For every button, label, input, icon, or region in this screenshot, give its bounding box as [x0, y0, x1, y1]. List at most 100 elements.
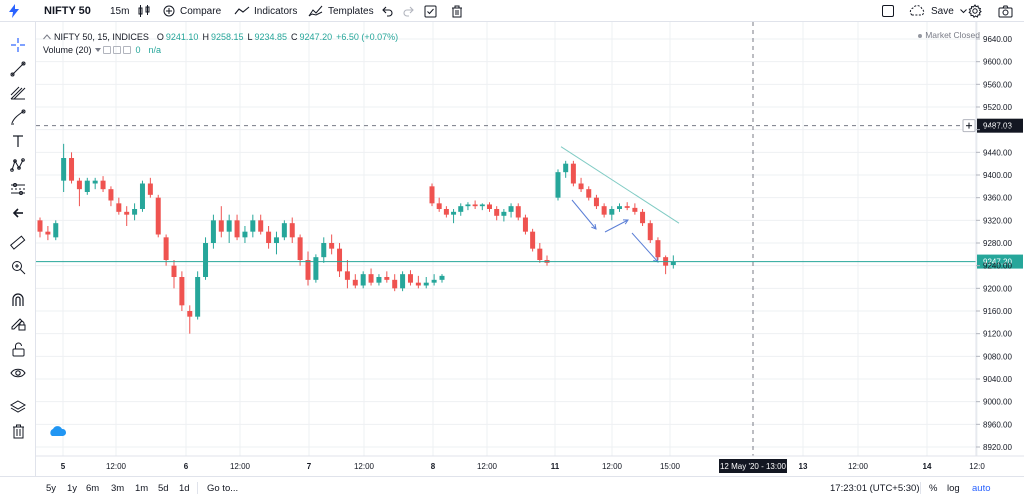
candle[interactable]	[352, 274, 358, 289]
camera-icon[interactable]	[998, 0, 1013, 22]
candle[interactable]	[530, 228, 536, 252]
ruler-icon[interactable]	[0, 232, 36, 254]
candle[interactable]	[84, 177, 90, 195]
cloud-icon[interactable]	[50, 426, 67, 436]
candle[interactable]	[69, 152, 75, 184]
candle[interactable]	[439, 274, 445, 283]
candle[interactable]	[624, 202, 630, 211]
candle[interactable]	[431, 274, 437, 286]
compare-button[interactable]: Compare	[162, 0, 221, 22]
candle[interactable]	[663, 255, 669, 275]
candle[interactable]	[203, 237, 209, 280]
candle[interactable]	[273, 231, 279, 255]
candle[interactable]	[108, 186, 114, 207]
candle[interactable]	[179, 271, 185, 311]
back-arrow-icon[interactable]	[0, 202, 36, 224]
trend-line-icon[interactable]	[0, 58, 36, 80]
candle[interactable]	[313, 254, 319, 283]
auto-toggle[interactable]: auto	[972, 482, 991, 494]
checkbox-icon[interactable]	[424, 0, 437, 22]
candle[interactable]	[415, 275, 421, 289]
candle[interactable]	[368, 268, 374, 286]
save-button[interactable]: Save	[907, 0, 967, 22]
candle[interactable]	[61, 143, 67, 192]
pattern-icon[interactable]	[0, 154, 36, 176]
candle[interactable]	[436, 197, 442, 212]
range-1m-button[interactable]: 1m	[135, 482, 149, 494]
candle[interactable]	[479, 203, 485, 211]
chevron-down-icon[interactable]	[959, 8, 967, 14]
templates-button[interactable]: Templates	[308, 0, 374, 22]
trash-top-icon[interactable]	[451, 0, 463, 22]
candle[interactable]	[139, 180, 145, 212]
candle[interactable]	[609, 206, 615, 221]
prediction-icon[interactable]	[0, 178, 36, 200]
layers-icon[interactable]	[0, 396, 36, 418]
arrow-drawing[interactable]	[604, 219, 629, 233]
log-toggle[interactable]: log	[947, 482, 960, 494]
brush-icon[interactable]	[0, 106, 36, 128]
candle[interactable]	[195, 271, 201, 320]
fullscreen-icon[interactable]	[882, 0, 894, 22]
candle[interactable]	[116, 197, 122, 215]
candle[interactable]	[171, 260, 177, 289]
candle[interactable]	[360, 271, 366, 289]
range-3m-button[interactable]: 3m	[111, 482, 125, 494]
candle[interactable]	[218, 206, 224, 238]
trend-line-drawing[interactable]	[560, 146, 680, 224]
candle[interactable]	[407, 270, 413, 286]
candle[interactable]	[400, 271, 406, 292]
candle[interactable]	[344, 260, 350, 289]
candle[interactable]	[515, 203, 521, 221]
trash-icon[interactable]	[0, 420, 36, 442]
candle[interactable]	[92, 177, 98, 190]
candle[interactable]	[37, 217, 43, 238]
legend-volume-row[interactable]: Volume (20) 0 n/a	[43, 43, 398, 56]
candle[interactable]	[329, 234, 335, 255]
indicators-button[interactable]: Indicators	[234, 0, 297, 22]
magnet-icon[interactable]	[0, 288, 36, 310]
eye-icon[interactable]	[0, 362, 36, 384]
arrow-drawing[interactable]	[571, 199, 597, 230]
candle[interactable]	[242, 226, 248, 243]
candle[interactable]	[522, 214, 528, 235]
candle[interactable]	[617, 203, 622, 212]
price-chart[interactable]: 9487.03 9247.20 12 May '20 - 13:00 9640.00…	[36, 22, 1024, 476]
candle[interactable]	[76, 177, 82, 207]
range-5y-button[interactable]: 5y	[46, 482, 57, 494]
candle[interactable]	[472, 200, 478, 210]
goto-button[interactable]: Go to...	[207, 482, 239, 494]
candle[interactable]	[100, 176, 106, 192]
candle[interactable]	[124, 206, 130, 226]
candle[interactable]	[250, 214, 256, 238]
candle[interactable]	[392, 274, 398, 292]
candle[interactable]	[501, 209, 507, 222]
pitchfork-icon[interactable]	[0, 82, 36, 104]
candle[interactable]	[234, 214, 240, 241]
candle[interactable]	[384, 271, 390, 283]
settings-icon[interactable]	[968, 0, 982, 22]
candle[interactable]	[163, 234, 169, 266]
candle[interactable]	[578, 177, 584, 192]
add-alert-plus-icon[interactable]	[962, 119, 976, 133]
candle[interactable]	[537, 243, 543, 263]
candle[interactable]	[601, 203, 607, 218]
candle[interactable]	[155, 194, 161, 238]
candle[interactable]	[376, 274, 382, 286]
lightning-icon[interactable]	[8, 0, 20, 22]
candle[interactable]	[226, 214, 232, 243]
candle[interactable]	[570, 160, 576, 187]
candle[interactable]	[563, 160, 569, 178]
range-1d-button[interactable]: 1d	[179, 482, 190, 494]
candle[interactable]	[443, 206, 449, 218]
candle[interactable]	[423, 277, 429, 289]
candle[interactable]	[289, 217, 295, 244]
zoom-in-icon[interactable]	[0, 256, 36, 278]
clock[interactable]: 17:23:01 (UTC+5:30)	[830, 482, 920, 494]
unlock-icon[interactable]	[0, 338, 36, 360]
legend-main-row[interactable]: NIFTY 50, 15, INDICES O 9241.10 H 9258.15 …	[43, 30, 398, 43]
candle[interactable]	[647, 220, 653, 243]
candle[interactable]	[132, 203, 138, 221]
volume-visibility-toggle[interactable]	[102, 45, 111, 54]
candle[interactable]	[297, 234, 303, 266]
